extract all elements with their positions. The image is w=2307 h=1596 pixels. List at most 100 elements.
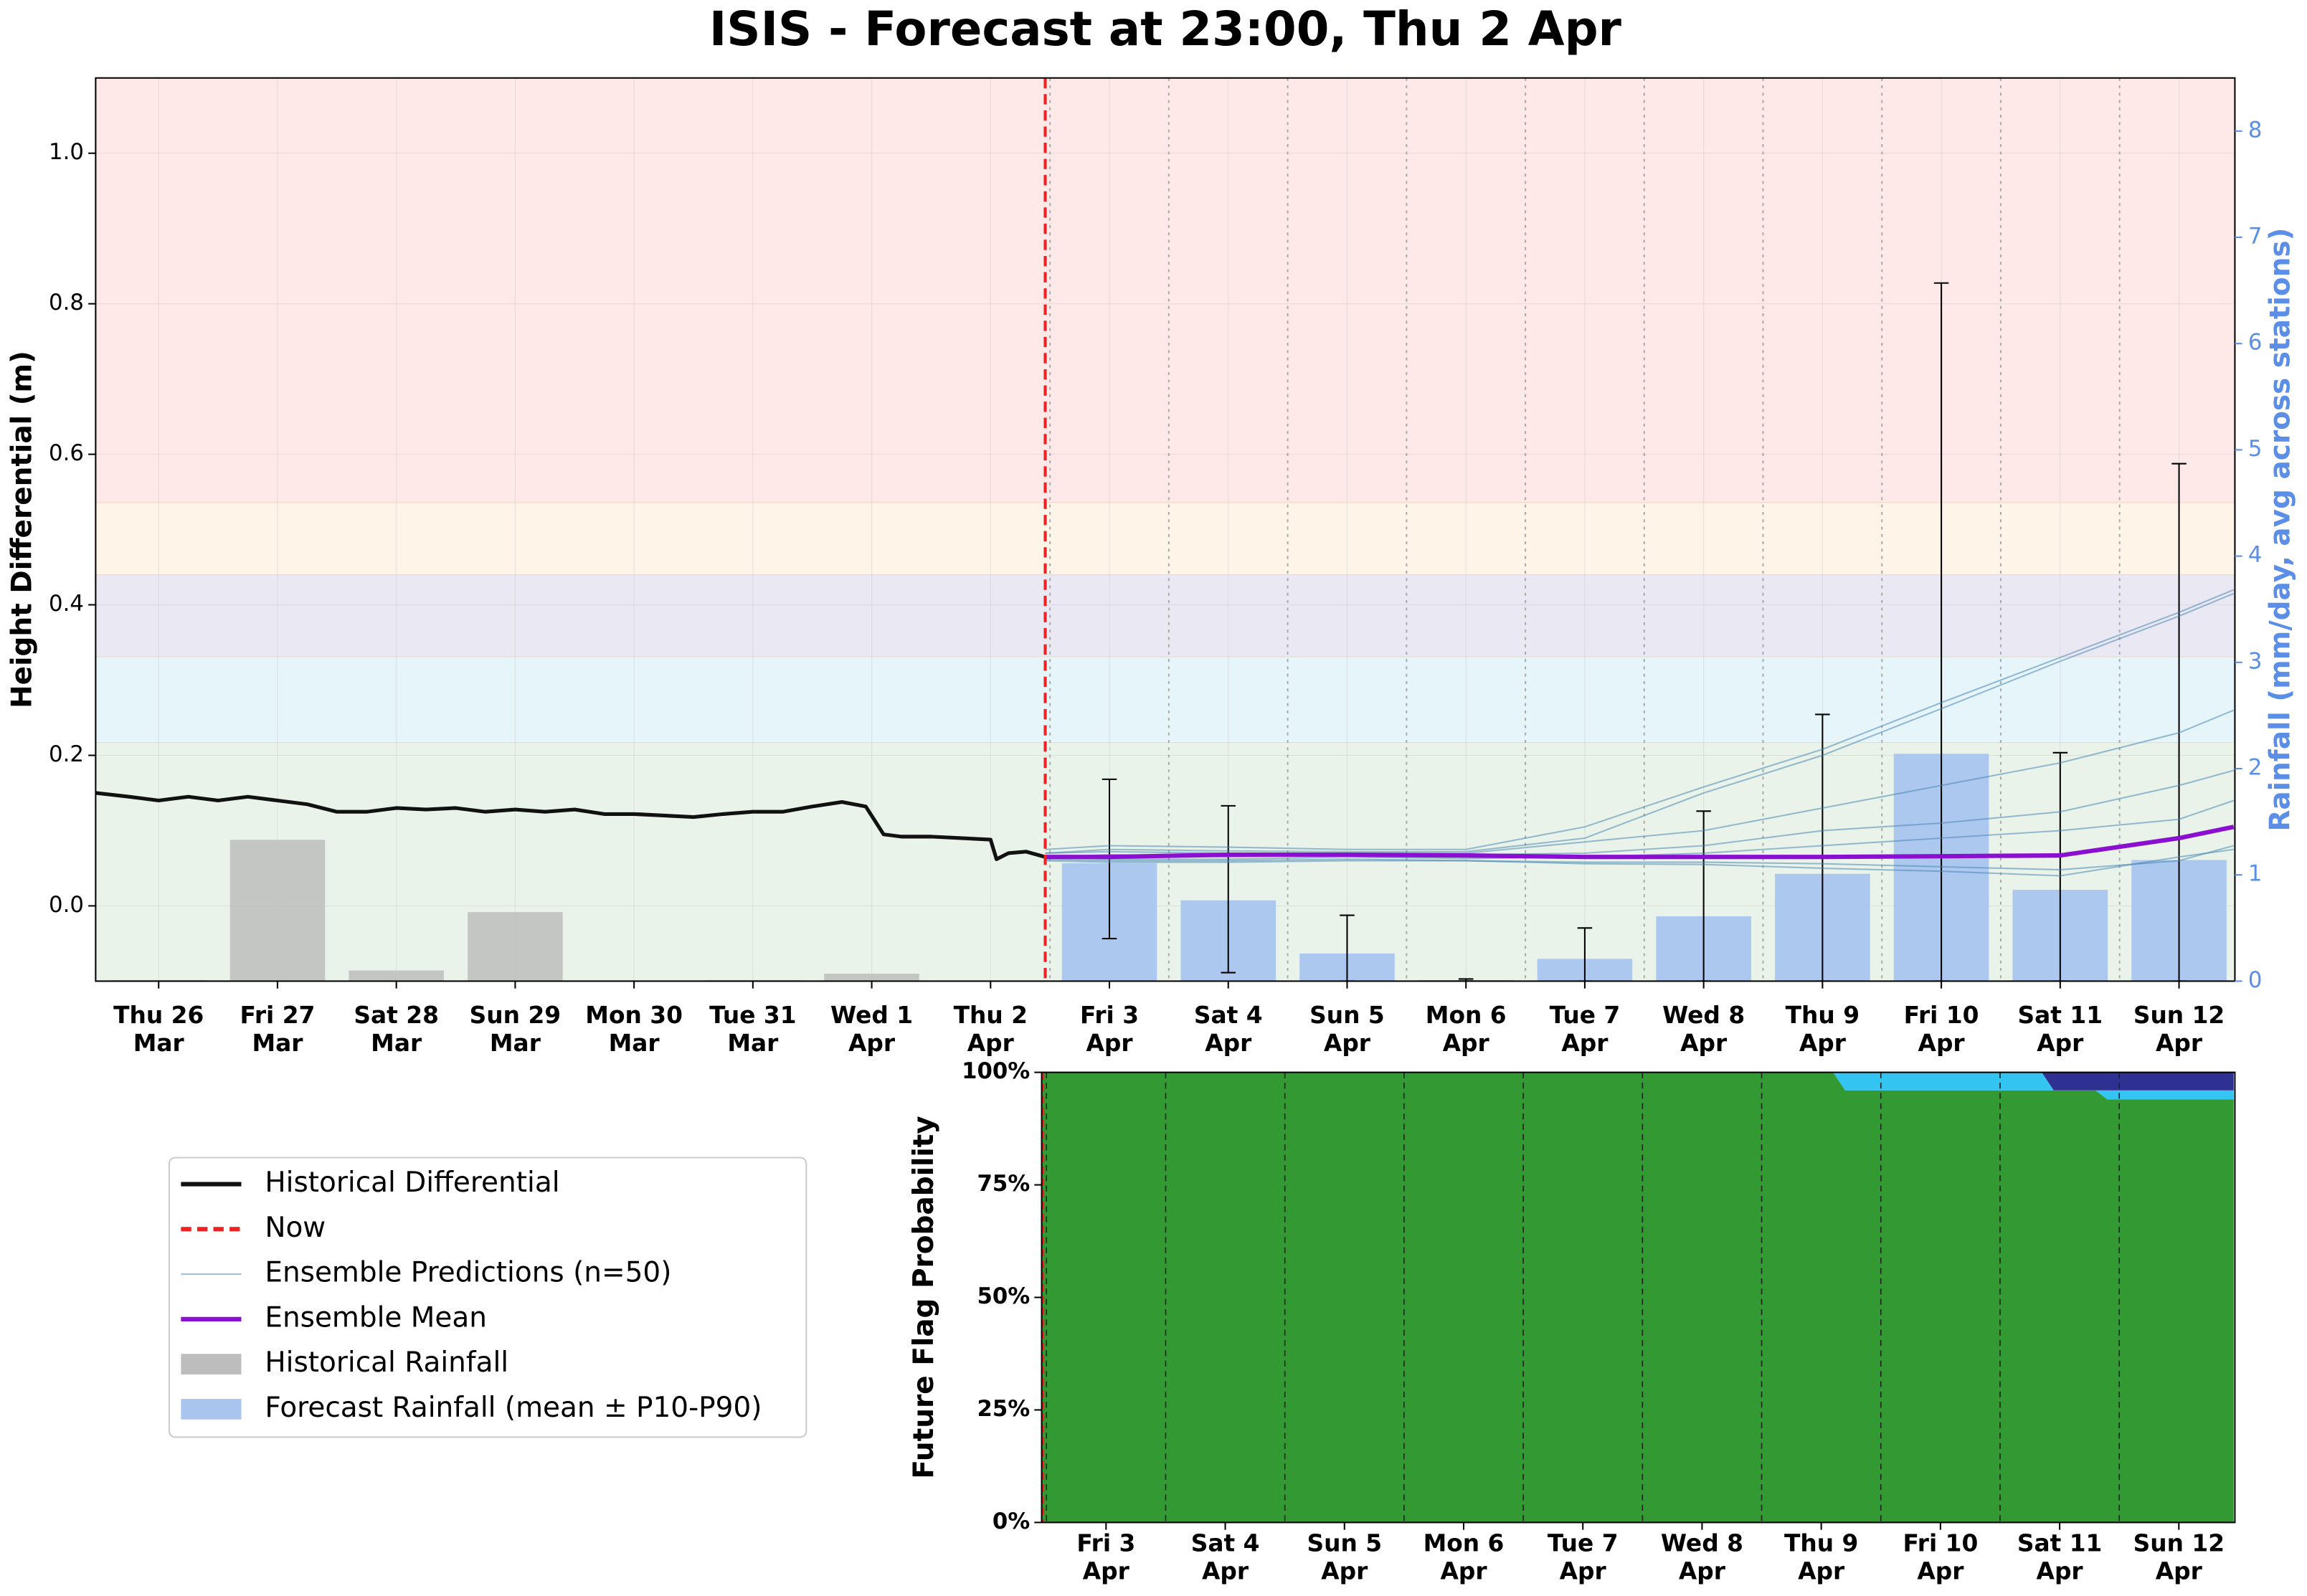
x-tick-label: Apr — [2156, 1558, 2203, 1585]
x-tick-label: Wed 1 — [830, 1002, 913, 1029]
rain-bar — [229, 840, 326, 982]
plot-area — [95, 77, 2235, 982]
ensemble-member — [1045, 592, 2235, 855]
x-tick-label: Apr — [1086, 1030, 1133, 1057]
x-tick-label: Mon 6 — [1426, 1002, 1507, 1029]
x-tick-label: Apr — [1798, 1558, 1845, 1585]
x-tick-label: Sat 11 — [2018, 1002, 2103, 1029]
x-tick-label: Thu 9 — [1784, 1530, 1858, 1557]
x-tick-label: Apr — [1083, 1558, 1130, 1585]
series-line — [95, 791, 1046, 861]
x-tick-label: Mar — [727, 1030, 779, 1057]
x-tick-label: Sat 4 — [1194, 1002, 1263, 1029]
y-tick-label: 0.6 — [49, 440, 84, 466]
flag-band — [95, 502, 2235, 576]
x-tick-label: Apr — [1917, 1558, 1964, 1585]
flag-band — [95, 656, 2235, 744]
x-tick-label: Mar — [252, 1030, 303, 1057]
x-tick-label: Apr — [967, 1030, 1015, 1057]
legend-label: Forecast Rainfall (mean ± P10-P90) — [265, 1392, 762, 1424]
x-tick-label: Sat 28 — [354, 1002, 439, 1029]
x-tick-label: Apr — [2037, 1558, 2084, 1585]
y2-tick-label: 2 — [2248, 755, 2263, 781]
x-tick-label: Sat 4 — [1191, 1530, 1260, 1557]
legend-label: Historical Differential — [265, 1167, 559, 1199]
x-tick-label: Sun 5 — [1307, 1530, 1382, 1557]
x-tick-label: Fri 10 — [1904, 1002, 1979, 1029]
legend-box — [168, 1156, 807, 1438]
x-tick-label: Apr — [1561, 1030, 1609, 1057]
x-tick-label: Tue 7 — [1548, 1530, 1619, 1557]
x-tick-label: Sun 5 — [1309, 1002, 1385, 1029]
y-tick-label: 75% — [977, 1171, 1031, 1197]
x-tick-label: Apr — [1680, 1030, 1728, 1057]
ensemble-member — [1045, 848, 2234, 877]
x-tick-label: Apr — [1440, 1558, 1487, 1585]
flag-band — [95, 574, 2235, 657]
x-tick-label: Fri 3 — [1080, 1002, 1139, 1029]
x-tick-label: Apr — [1918, 1030, 1966, 1057]
x-tick-label: Apr — [1443, 1030, 1490, 1057]
x-tick-label: Mon 30 — [585, 1002, 683, 1029]
y-axis-label: Future Flag Probability — [908, 1116, 940, 1478]
x-tick-label: Tue 31 — [709, 1002, 796, 1029]
x-tick-label: Apr — [2156, 1030, 2203, 1057]
x-tick-label: Apr — [1321, 1558, 1368, 1585]
y-tick-label: 1.0 — [49, 139, 84, 165]
y2-tick-label: 7 — [2248, 224, 2263, 250]
probability-area — [1041, 1072, 2234, 1100]
x-tick-label: Apr — [1679, 1558, 1726, 1585]
x-tick-label: Mar — [609, 1030, 660, 1057]
x-tick-label: Sun 12 — [2133, 1002, 2225, 1029]
plot-frame — [95, 77, 2236, 982]
x-tick-label: Apr — [848, 1030, 896, 1057]
x-tick-label: Wed 8 — [1661, 1530, 1743, 1557]
x-tick-label: Apr — [1205, 1030, 1252, 1057]
ensemble-member — [1045, 845, 2235, 871]
x-tick-label: Apr — [1324, 1030, 1371, 1057]
legend-label: Ensemble Mean — [265, 1301, 487, 1334]
x-tick-label: Fri 3 — [1076, 1530, 1135, 1557]
y2-tick-label: 8 — [2248, 117, 2263, 143]
y-tick-label: 0.2 — [49, 741, 84, 767]
y2-tick-label: 6 — [2248, 330, 2263, 356]
x-tick-label: Thu 26 — [113, 1002, 204, 1029]
y-tick-label: 50% — [977, 1283, 1031, 1309]
x-tick-label: Tue 7 — [1550, 1002, 1621, 1029]
x-tick-label: Mar — [490, 1030, 541, 1057]
x-tick-label: Sat 11 — [2017, 1530, 2103, 1557]
x-tick-label: Mar — [133, 1030, 185, 1057]
flag-band — [95, 77, 2235, 503]
legend: Historical Differential Now Ensemble Predi… — [168, 1156, 807, 1438]
x-tick-label: Sun 12 — [2133, 1530, 2225, 1557]
x-tick-label: Mar — [371, 1030, 422, 1057]
x-tick-label: Thu 9 — [1786, 1002, 1860, 1029]
x-tick-label: Sun 29 — [470, 1002, 561, 1029]
y-axis-label: Height Differential (m) — [6, 351, 38, 708]
rain-bar — [824, 974, 919, 982]
x-tick-label: Mon 6 — [1423, 1530, 1505, 1557]
plot-area — [1041, 1072, 2234, 1523]
y-tick-label: 0% — [993, 1509, 1030, 1534]
legend-swatch — [181, 1354, 242, 1375]
x-tick-label: Apr — [1799, 1030, 1847, 1057]
x-tick-label: Apr — [2037, 1030, 2084, 1057]
legend-label: Now — [265, 1212, 326, 1244]
y2-tick-label: 3 — [2248, 648, 2263, 674]
y2-axis-label: Rainfall (mm/day, avg across stations) — [2265, 228, 2297, 832]
legend-swatch — [181, 1399, 242, 1420]
y-tick-label: 0.0 — [49, 892, 84, 918]
y2-tick-label: 4 — [2248, 542, 2263, 568]
y-tick-label: 25% — [977, 1396, 1031, 1422]
y-tick-label: 0.4 — [49, 591, 84, 617]
y-tick-label: 100% — [962, 1058, 1030, 1084]
probability-area — [1041, 1072, 2234, 1091]
x-tick-label: Apr — [1202, 1558, 1249, 1585]
x-tick-label: Fri 10 — [1903, 1530, 1978, 1557]
x-tick-label: Apr — [1560, 1558, 1607, 1585]
probability-area — [1041, 1072, 2234, 1523]
x-tick-label: Wed 8 — [1662, 1002, 1745, 1029]
x-tick-label: Fri 27 — [240, 1002, 316, 1029]
